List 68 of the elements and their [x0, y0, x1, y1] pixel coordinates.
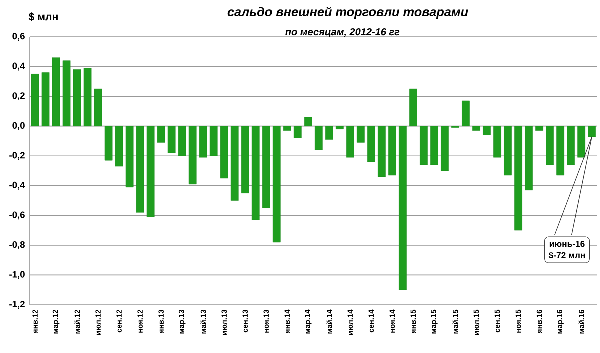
bar — [326, 126, 334, 140]
y-tick-label: 0,6 — [12, 33, 25, 41]
y-tick-label: 0,2 — [12, 92, 25, 101]
y-tick-label: -0,8 — [10, 241, 25, 250]
bar — [546, 126, 554, 166]
bar — [178, 126, 186, 156]
bar — [441, 126, 449, 172]
bar — [294, 126, 302, 138]
bar — [556, 126, 564, 176]
bar — [472, 126, 480, 131]
bar — [220, 126, 228, 179]
bar — [136, 126, 144, 213]
bar — [388, 126, 396, 176]
bar — [536, 126, 544, 131]
y-tick-label: -1,2 — [10, 301, 25, 309]
bar — [368, 126, 376, 162]
bar — [525, 126, 533, 190]
bar — [504, 126, 512, 176]
y-tick-label: 0,4 — [12, 62, 26, 71]
y-tick-label: 0,0 — [12, 122, 25, 130]
bar — [84, 68, 92, 126]
bar — [31, 74, 40, 126]
bar — [430, 126, 438, 166]
bar — [188, 126, 197, 185]
bar — [168, 126, 176, 154]
y-tick-label: -1,0 — [10, 271, 25, 280]
bar — [62, 60, 71, 126]
bar — [304, 117, 312, 126]
bar — [42, 72, 50, 126]
bar — [52, 58, 60, 126]
bar — [241, 126, 250, 194]
bar — [346, 126, 354, 158]
bar — [283, 126, 292, 131]
bar — [588, 126, 596, 138]
bar — [230, 126, 239, 201]
bar — [104, 126, 113, 161]
bar — [126, 126, 134, 188]
bar — [315, 126, 323, 150]
bar — [210, 126, 218, 156]
bar — [399, 126, 407, 290]
bar — [252, 126, 260, 220]
bar — [199, 126, 208, 158]
bar — [272, 126, 281, 243]
bar — [420, 126, 428, 166]
y-tick-label: -0,2 — [10, 152, 25, 160]
bar — [115, 126, 124, 167]
bar — [378, 126, 386, 178]
bar — [94, 88, 102, 126]
bar — [578, 126, 586, 158]
bar — [514, 126, 522, 231]
y-tick-label: -0,4 — [10, 182, 26, 190]
bar — [410, 88, 418, 126]
bar — [357, 126, 365, 143]
bar — [262, 126, 270, 208]
y-tick-label: -0,6 — [10, 212, 25, 220]
annotation: $-72 млн — [548, 252, 586, 260]
bar — [483, 126, 491, 136]
bar — [567, 126, 575, 166]
bar — [73, 70, 82, 126]
chart-subtitle: по месяцам, 2012-16 гг — [286, 28, 400, 38]
y-axis-title: $ млн — [28, 12, 58, 22]
chart-title: сальдо внешней торговли товарами — [228, 6, 468, 20]
bar — [494, 126, 502, 158]
bar — [462, 100, 470, 126]
bar — [336, 126, 344, 130]
bar — [146, 126, 155, 218]
annotation: июнь-16 — [550, 241, 585, 248]
bar — [157, 126, 166, 143]
